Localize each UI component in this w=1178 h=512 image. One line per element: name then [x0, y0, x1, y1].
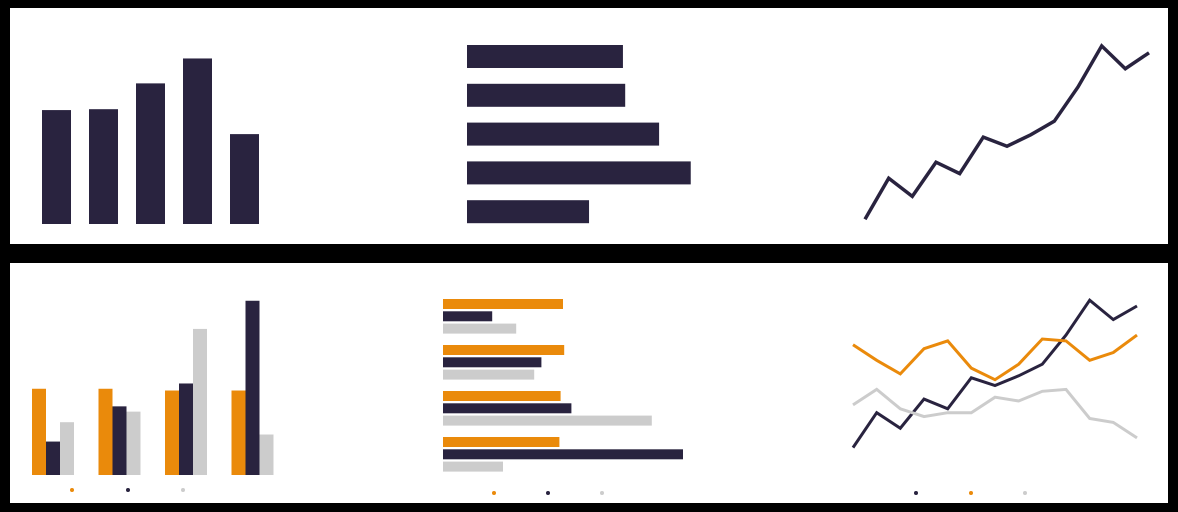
hbars-legend-orange	[492, 491, 496, 495]
group-1-bar-gray	[60, 422, 74, 475]
hbars-legend-dark	[546, 491, 550, 495]
group-3-bar-gray	[193, 328, 207, 475]
bars-legend-orange	[70, 488, 74, 492]
multi-line-orange	[852, 333, 1138, 382]
bar-3	[136, 83, 165, 224]
top-charts-canvas	[42, 43, 1150, 225]
group-2-bar-orange	[98, 388, 113, 475]
hbar-5	[467, 200, 590, 224]
group-4-bar-orange	[231, 390, 246, 475]
lines-legend-gray	[1023, 491, 1027, 495]
group-3-hbar-gray	[443, 415, 652, 426]
group-2-bar-dark	[112, 406, 127, 475]
bar-2	[89, 109, 118, 224]
group-4-bar-dark	[245, 300, 260, 475]
group-1-hbar-dark	[443, 311, 493, 322]
group-4-bar-gray	[259, 434, 274, 475]
group-2-hbar-dark	[443, 357, 542, 368]
hbar-3	[467, 122, 660, 146]
hbar-2	[467, 83, 626, 107]
top-line-dark	[863, 43, 1150, 221]
group-1-hbar-gray	[443, 323, 517, 334]
bottom-chart-panel	[10, 263, 1168, 503]
multi-line-dark	[851, 297, 1138, 449]
group-3-hbar-dark	[443, 403, 572, 414]
group-3-bar-orange	[165, 390, 179, 475]
group-3-bar-dark	[179, 383, 193, 475]
group-2-hbar-orange	[443, 345, 565, 355]
group-4-hbar-orange	[443, 437, 560, 447]
bar-4	[183, 58, 212, 225]
bar-5	[230, 134, 259, 224]
group-1-bar-orange	[32, 388, 46, 475]
bars-legend-dark	[126, 488, 130, 492]
hbars-legend-gray	[600, 491, 604, 495]
hbar-4	[467, 161, 691, 185]
group-4-hbar-dark	[443, 449, 683, 460]
bar-1	[42, 110, 71, 224]
multi-line-gray	[852, 387, 1138, 440]
bars-legend-gray	[181, 488, 185, 492]
group-1-hbar-orange	[443, 299, 563, 309]
group-3-hbar-orange	[443, 391, 561, 401]
bottom-charts-canvas	[32, 297, 1138, 495]
group-4-hbar-gray	[443, 461, 503, 472]
top-chart-panel	[10, 8, 1168, 244]
group-2-hbar-gray	[443, 369, 535, 380]
group-1-bar-dark	[46, 441, 60, 475]
group-2-bar-gray	[126, 411, 141, 475]
lines-legend-orange	[969, 491, 973, 495]
lines-legend-dark	[914, 491, 918, 495]
hbar-1	[467, 45, 623, 68]
